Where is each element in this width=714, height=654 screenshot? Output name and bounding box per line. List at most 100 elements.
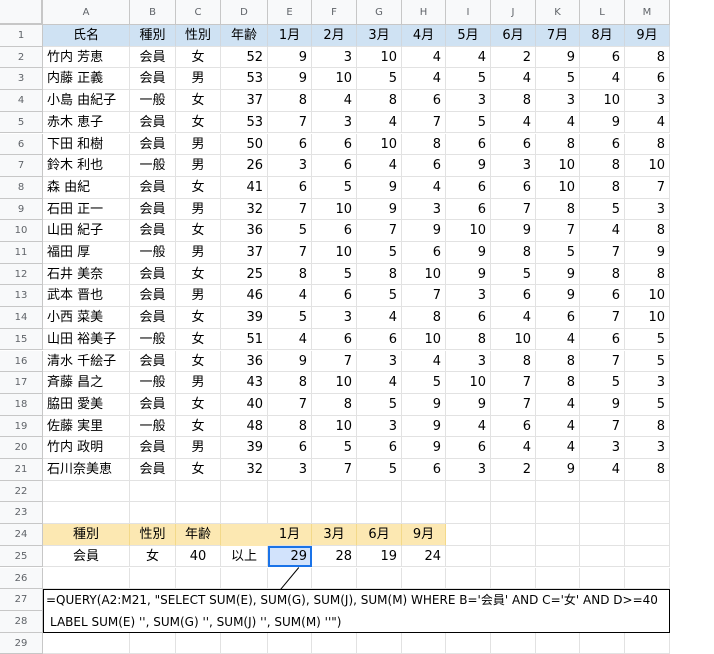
grid-cell[interactable] <box>312 480 357 503</box>
table-cell[interactable]: 8 <box>491 90 536 112</box>
table-cell[interactable]: 9 <box>446 155 491 177</box>
table-cell[interactable]: 5 <box>536 68 580 91</box>
selected-query-cell[interactable]: 29 <box>268 545 312 568</box>
table-cell[interactable]: 小西 菜美 <box>43 307 130 329</box>
column-header-m[interactable]: M <box>625 0 670 25</box>
table-cell[interactable]: 5 <box>625 393 670 416</box>
table-cell[interactable]: 斉藤 昌之 <box>43 372 130 394</box>
table-cell[interactable]: 女 <box>176 176 221 199</box>
table-cell[interactable]: 内藤 正義 <box>43 68 130 91</box>
row-header-21[interactable]: 21 <box>0 459 43 481</box>
table-cell[interactable]: 3 <box>446 350 491 373</box>
table-cell[interactable]: 8 <box>268 415 312 438</box>
table-cell[interactable]: 6 <box>357 437 402 459</box>
table-cell[interactable]: 一般 <box>130 90 176 112</box>
table-cell[interactable]: 4 <box>491 307 536 329</box>
table-cell[interactable]: 4 <box>268 285 312 308</box>
table-cell[interactable]: 6 <box>357 328 402 351</box>
table-cell[interactable]: 6 <box>268 176 312 199</box>
table-cell[interactable]: 9 <box>402 437 446 459</box>
grid-cell[interactable] <box>625 545 670 568</box>
grid-cell[interactable] <box>176 632 221 654</box>
table-cell[interactable]: 9 <box>357 198 402 221</box>
table-cell[interactable]: 7 <box>312 350 357 373</box>
table-cell[interactable]: 会員 <box>130 285 176 308</box>
table-cell[interactable]: 48 <box>221 415 268 438</box>
table-cell[interactable]: 4 <box>402 350 446 373</box>
table-header-cell[interactable]: 8月 <box>580 25 625 47</box>
table-cell[interactable]: 5 <box>268 220 312 242</box>
grid-cell[interactable] <box>625 502 670 525</box>
grid-cell[interactable] <box>268 632 312 654</box>
table-cell[interactable]: 5 <box>312 263 357 286</box>
grid-cell[interactable] <box>491 545 536 568</box>
grid-cell[interactable] <box>536 632 580 654</box>
table-cell[interactable]: 9 <box>402 415 446 438</box>
table-cell[interactable]: 10 <box>312 68 357 91</box>
table-cell[interactable]: 4 <box>402 68 446 91</box>
table-cell[interactable]: 武本 晋也 <box>43 285 130 308</box>
table-header-cell[interactable]: 種別 <box>130 25 176 47</box>
table-cell[interactable]: 5 <box>312 176 357 199</box>
table-cell[interactable]: 3 <box>312 46 357 69</box>
grid-cell[interactable] <box>221 502 268 525</box>
table-cell[interactable]: 5 <box>312 437 357 459</box>
column-header-f[interactable]: F <box>312 0 357 25</box>
table-cell[interactable]: 9 <box>268 350 312 373</box>
grid-cell[interactable] <box>402 632 446 654</box>
table-cell[interactable]: 4 <box>536 415 580 438</box>
table-cell[interactable]: 4 <box>357 155 402 177</box>
table-cell[interactable]: 女 <box>176 111 221 134</box>
grid-cell[interactable] <box>221 567 268 590</box>
table-cell[interactable]: 41 <box>221 176 268 199</box>
grid-cell[interactable] <box>446 567 491 590</box>
grid-cell[interactable] <box>491 524 536 546</box>
table-cell[interactable]: 会員 <box>130 393 176 416</box>
table-cell[interactable]: 5 <box>446 68 491 91</box>
table-cell[interactable]: 5 <box>625 350 670 373</box>
table-cell[interactable]: 10 <box>446 372 491 394</box>
table-cell[interactable]: 8 <box>536 198 580 221</box>
table-cell[interactable]: 7 <box>491 372 536 394</box>
grid-cell[interactable] <box>130 502 176 525</box>
grid-cell[interactable] <box>536 524 580 546</box>
row-header-9[interactable]: 9 <box>0 198 43 221</box>
grid-cell[interactable] <box>446 545 491 568</box>
criteria-header-cell[interactable]: 年齢 <box>176 524 221 546</box>
grid-cell[interactable] <box>312 632 357 654</box>
grid-cell[interactable] <box>536 567 580 590</box>
table-cell[interactable]: 5 <box>580 198 625 221</box>
table-cell[interactable]: 8 <box>625 133 670 156</box>
table-cell[interactable]: 5 <box>491 263 536 286</box>
row-header-11[interactable]: 11 <box>0 242 43 264</box>
table-cell[interactable]: 7 <box>536 220 580 242</box>
table-cell[interactable]: 3 <box>580 437 625 459</box>
table-cell[interactable]: 女 <box>176 263 221 286</box>
grid-cell[interactable] <box>491 632 536 654</box>
table-cell[interactable]: 8 <box>312 393 357 416</box>
result-header-cell[interactable]: 1月 <box>268 524 312 546</box>
table-cell[interactable]: 5 <box>580 372 625 394</box>
table-header-cell[interactable]: 1月 <box>268 25 312 47</box>
grid-cell[interactable] <box>580 502 625 525</box>
table-cell[interactable]: 3 <box>357 350 402 373</box>
table-header-cell[interactable]: 氏名 <box>43 25 130 47</box>
table-cell[interactable]: 6 <box>491 415 536 438</box>
column-header-j[interactable]: J <box>491 0 536 25</box>
table-cell[interactable]: 7 <box>402 285 446 308</box>
table-cell[interactable]: 8 <box>580 263 625 286</box>
row-header-14[interactable]: 14 <box>0 307 43 329</box>
table-cell[interactable]: 6 <box>402 242 446 264</box>
table-cell[interactable]: 女 <box>176 307 221 329</box>
table-cell[interactable]: 8 <box>491 350 536 373</box>
result-header-cell[interactable]: 9月 <box>402 524 446 546</box>
table-cell[interactable]: 7 <box>491 393 536 416</box>
column-header-h[interactable]: H <box>402 0 446 25</box>
table-cell[interactable]: 10 <box>580 90 625 112</box>
grid-cell[interactable] <box>580 632 625 654</box>
table-cell[interactable]: 一般 <box>130 155 176 177</box>
table-cell[interactable]: 36 <box>221 220 268 242</box>
table-cell[interactable]: 男 <box>176 242 221 264</box>
table-cell[interactable]: 37 <box>221 242 268 264</box>
table-cell[interactable]: 36 <box>221 350 268 373</box>
